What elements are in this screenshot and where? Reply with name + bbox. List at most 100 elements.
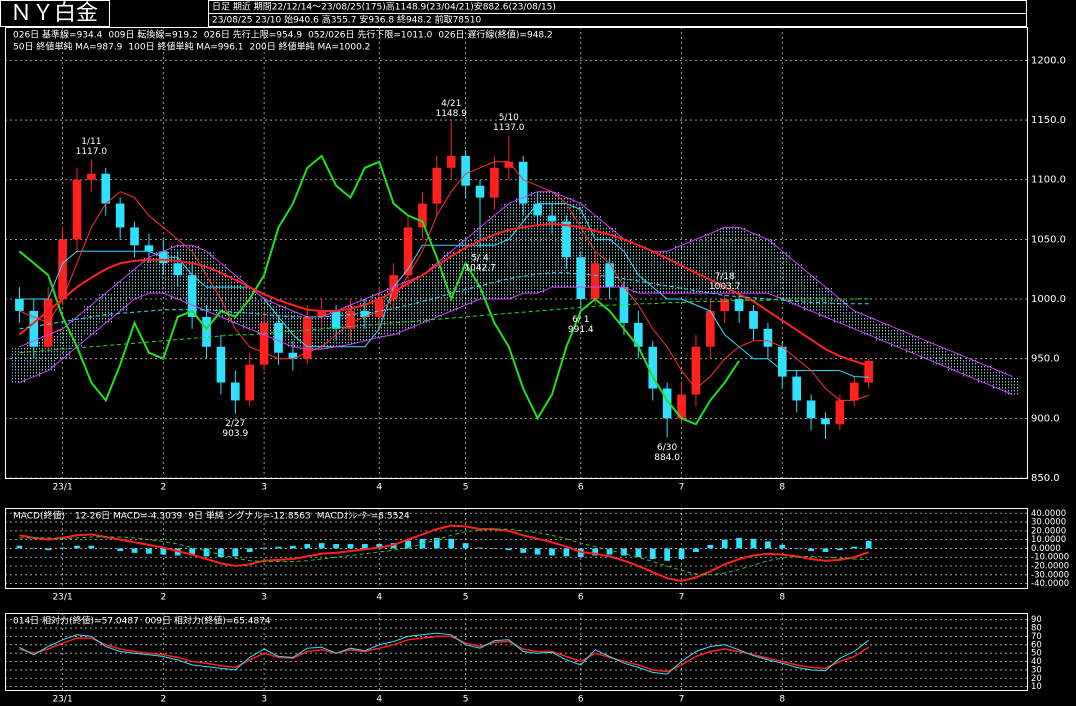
candle-body (58, 239, 67, 300)
plot-area (5, 508, 1027, 588)
annotation-date: 4/21 (441, 99, 461, 109)
y-tick-label: 1150.0 (1031, 115, 1066, 126)
candle-body (360, 310, 370, 317)
annotation-date: 6/30 (657, 443, 677, 453)
y-tick-label: 50 (1031, 649, 1042, 659)
annotation-value: 1137.0 (493, 123, 525, 133)
candle-body (648, 346, 658, 389)
histogram-bar (520, 548, 527, 553)
cloud-segment (775, 251, 790, 300)
page-title: ＮＹ白金 (10, 1, 98, 26)
x-tick-label: 23/1 (52, 695, 72, 705)
candle-body (677, 394, 686, 419)
cloud-segment (731, 227, 747, 294)
histogram-bar (606, 548, 613, 555)
x-tick-label: 5 (463, 593, 469, 603)
cloud-segment (962, 358, 977, 377)
annotation-date: 5/10 (499, 113, 519, 123)
candle-body (777, 346, 787, 377)
x-tick-label: 7 (679, 695, 685, 705)
histogram-bar (189, 548, 196, 556)
histogram-bar (160, 548, 167, 555)
candle-body (288, 352, 298, 359)
histogram-bar (218, 548, 224, 558)
candle-body (864, 360, 873, 383)
x-tick-label: 5 (463, 483, 469, 493)
y-tick-label: 10.0000 (1031, 535, 1066, 545)
x-tick-label: 4 (376, 483, 382, 493)
candle-body (590, 263, 600, 300)
cloud-segment (12, 346, 27, 383)
annotation-value: 1148.9 (435, 109, 467, 119)
x-tick-label: 3 (261, 593, 267, 603)
x-tick-label: 7 (679, 593, 685, 603)
series-line (19, 161, 869, 401)
series-line (19, 191, 1013, 378)
candle-body (374, 299, 384, 317)
legend-entry: MACDｵｼﾚｰﾀｰ=8.5524 (317, 511, 410, 522)
cloud-segment (127, 269, 142, 300)
candle-body (72, 179, 82, 240)
cloud-segment (487, 215, 502, 300)
candle-body (720, 299, 730, 311)
cloud-segment (516, 197, 531, 294)
y-tick-label: -40.0000 (1031, 579, 1069, 589)
histogram-bar (30, 548, 37, 549)
annotation-value: 903.9 (222, 429, 248, 439)
candle-body (576, 257, 586, 300)
candle-body (259, 322, 269, 365)
candle-body (230, 382, 240, 401)
histogram-bar (246, 548, 253, 552)
y-tick-label: 1000.0 (1031, 294, 1066, 305)
legend-entry: 9日 単純 シグナル=-12.8563 (188, 510, 310, 522)
y-tick-label: 950.0 (1031, 354, 1060, 365)
cloud-segment (919, 340, 934, 359)
candle-body (331, 310, 341, 329)
cloud-segment (213, 263, 229, 317)
candle-body (202, 316, 211, 347)
candle-body (835, 400, 845, 425)
y-tick-label: 70 (1031, 632, 1042, 642)
candle-body (634, 322, 643, 347)
annotation-date: 5/ 4 (471, 254, 489, 264)
candle-body (475, 185, 485, 198)
x-tick-label: 2 (160, 593, 166, 603)
cloud-segment (789, 263, 804, 305)
candle-body (130, 227, 139, 246)
x-tick-label: 5 (463, 695, 469, 705)
cloud-segment (746, 233, 761, 294)
cloud-segment (444, 251, 459, 311)
candle-body (547, 215, 557, 222)
cloud-segment (875, 322, 891, 341)
histogram-bar (405, 540, 411, 549)
candle-body (187, 275, 197, 317)
histogram-bar (290, 545, 296, 549)
histogram-bar (621, 548, 627, 556)
x-tick-label: 8 (779, 593, 785, 603)
candle-body (144, 245, 154, 252)
cloud-segment (688, 239, 704, 294)
y-tick-label: 20.0000 (1031, 526, 1066, 536)
histogram-bar (534, 548, 541, 555)
candle-body (403, 227, 413, 276)
candle-body (706, 310, 715, 347)
cloud-segment (199, 251, 214, 311)
cloud-segment (803, 275, 819, 311)
histogram-bar (505, 548, 512, 551)
cloud-segment (616, 239, 632, 288)
candle-body (806, 400, 816, 419)
cloud-segment (400, 281, 416, 329)
candle-body (173, 263, 183, 276)
annotation-value: 1042.7 (464, 264, 496, 274)
legend-entry: 009日 相対力(終値)=65.4874 (145, 615, 271, 627)
histogram-bar (74, 545, 80, 549)
plot-area (5, 613, 1027, 690)
cloud-segment (84, 304, 99, 335)
cloud-segment (544, 191, 560, 288)
cloud-segment (890, 328, 905, 347)
x-tick-label: 2 (160, 483, 166, 493)
annotation-date: 6/ 1 (572, 315, 589, 325)
info-line: 23/08/25 23/10 始940.6 高355.7 安936.8 終948… (212, 14, 481, 26)
histogram-bar (793, 548, 800, 549)
candle-body (15, 299, 24, 311)
